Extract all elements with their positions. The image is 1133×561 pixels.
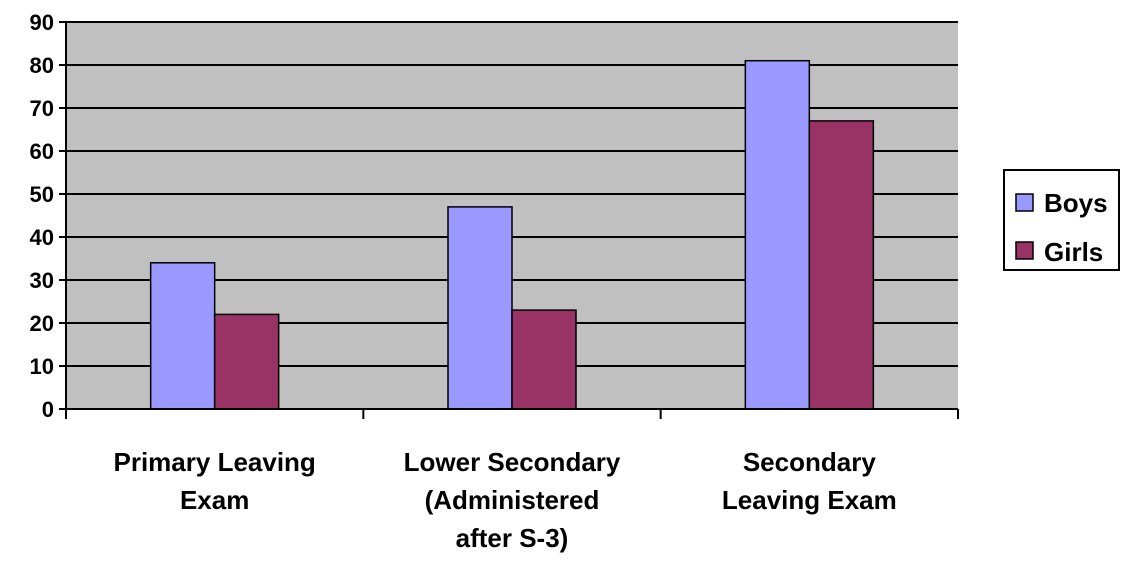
y-tick-label: 10 xyxy=(30,354,54,379)
y-tick-label: 20 xyxy=(30,311,54,336)
bar-boys-2 xyxy=(744,59,811,410)
y-tick-labels: 0 10 20 30 40 50 60 70 80 90 xyxy=(30,10,54,422)
bar-girls-2 xyxy=(808,120,875,410)
x-category-label-line: Primary Leaving xyxy=(114,447,316,477)
legend-swatch-girls xyxy=(1015,241,1034,260)
x-category-label-line: (Administered xyxy=(425,485,600,515)
bars xyxy=(149,59,875,410)
x-category-label-line: Leaving Exam xyxy=(722,485,897,515)
bar-girls-0 xyxy=(213,313,280,410)
bar-boys-1 xyxy=(447,206,513,410)
legend-swatch-boys xyxy=(1015,193,1034,212)
y-tick-label: 40 xyxy=(30,225,54,250)
x-category-label: Primary Leaving Exam xyxy=(114,447,316,515)
bar-boys-0 xyxy=(149,262,216,410)
bar-girls-1 xyxy=(511,309,577,410)
x-category-labels: Primary Leaving Exam Lower Secondary (Admin… xyxy=(114,447,897,553)
x-category-label: Secondary Leaving Exam xyxy=(722,447,897,515)
y-tick-label: 90 xyxy=(30,10,54,35)
legend-label-girls: Girls xyxy=(1044,237,1103,267)
legend: Boys Girls xyxy=(1003,169,1120,271)
x-category-label-line: after S-3) xyxy=(456,523,569,553)
y-tick-label: 70 xyxy=(30,96,54,121)
y-tick-label: 0 xyxy=(42,397,54,422)
x-category-label: Lower Secondary (Administered after S-3) xyxy=(404,447,621,553)
y-tick-label: 30 xyxy=(30,268,54,293)
x-category-label-line: Lower Secondary xyxy=(404,447,621,477)
x-category-label-line: Exam xyxy=(180,485,249,515)
axes xyxy=(59,21,959,419)
y-tick-label: 60 xyxy=(30,139,54,164)
y-tick-label: 50 xyxy=(30,182,54,207)
legend-label-boys: Boys xyxy=(1044,188,1108,218)
x-category-label-line: Secondary xyxy=(743,447,876,477)
y-tick-label: 80 xyxy=(30,53,54,78)
